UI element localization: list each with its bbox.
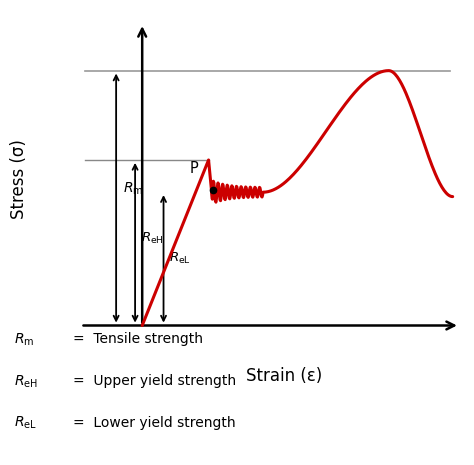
Text: P: P (190, 161, 199, 176)
Text: $R_\mathrm{eL}$: $R_\mathrm{eL}$ (169, 251, 191, 266)
Text: $R_\mathrm{m}$: $R_\mathrm{m}$ (123, 180, 144, 197)
Text: Stress (σ): Stress (σ) (10, 139, 28, 219)
Text: =  Tensile strength: = Tensile strength (73, 332, 203, 346)
Text: $R_\mathrm{m}$: $R_\mathrm{m}$ (14, 331, 35, 348)
Text: $R_\mathrm{eH}$: $R_\mathrm{eH}$ (14, 373, 38, 390)
Text: =  Upper yield strength: = Upper yield strength (73, 374, 237, 388)
Text: =  Lower yield strength: = Lower yield strength (73, 416, 236, 430)
Text: Strain (ε): Strain (ε) (246, 367, 322, 385)
Text: $R_\mathrm{eH}$: $R_\mathrm{eH}$ (141, 231, 164, 246)
Text: $R_\mathrm{eL}$: $R_\mathrm{eL}$ (14, 415, 37, 432)
